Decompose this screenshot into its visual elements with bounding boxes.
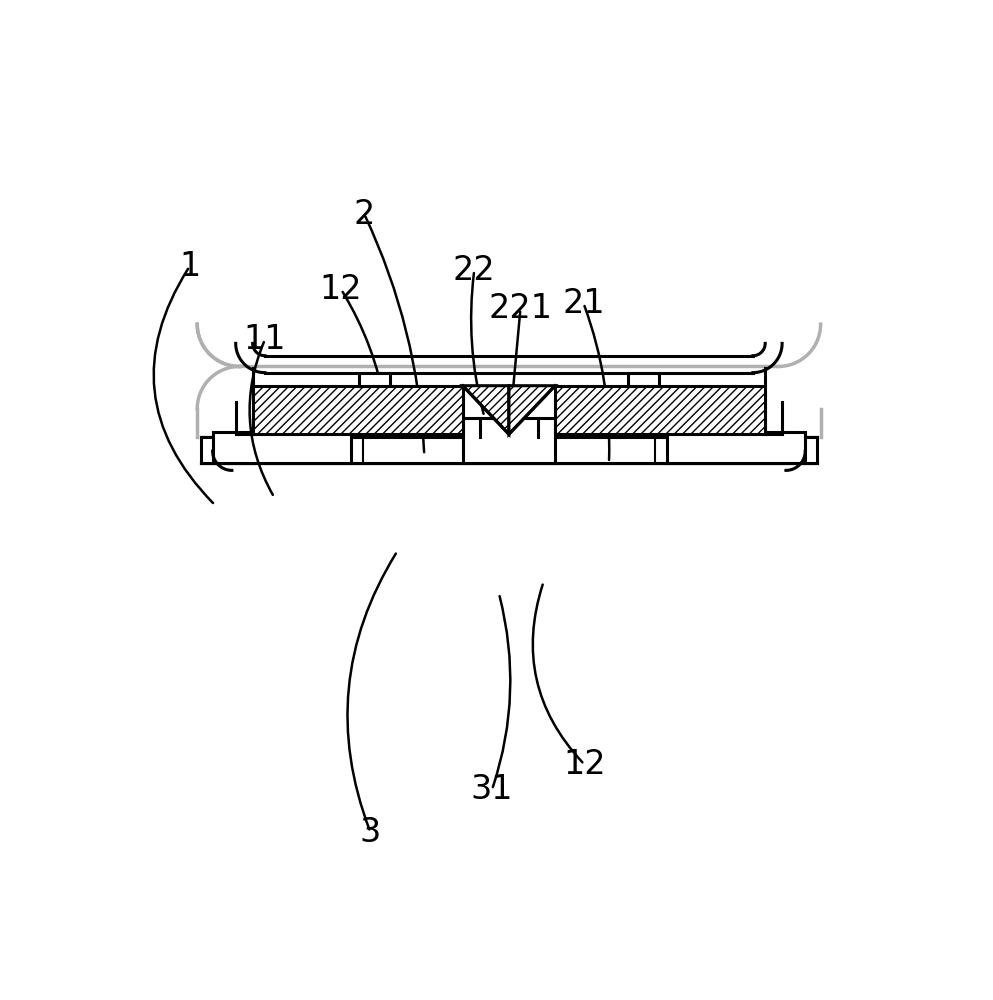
Bar bbox=[666, 432, 805, 463]
Text: 221: 221 bbox=[489, 292, 552, 325]
Bar bbox=[555, 386, 766, 434]
Text: 2: 2 bbox=[354, 198, 375, 231]
Text: 21: 21 bbox=[562, 287, 605, 320]
Text: 12: 12 bbox=[563, 748, 606, 781]
Text: 12: 12 bbox=[320, 273, 362, 306]
Bar bbox=[629, 373, 659, 386]
Bar bbox=[252, 386, 463, 434]
Bar bbox=[201, 437, 816, 463]
Text: 3: 3 bbox=[359, 816, 381, 849]
Text: 31: 31 bbox=[471, 773, 513, 806]
Polygon shape bbox=[509, 386, 555, 434]
Text: 11: 11 bbox=[243, 323, 286, 356]
Polygon shape bbox=[463, 386, 509, 434]
Text: 22: 22 bbox=[453, 254, 496, 287]
Bar bbox=[463, 418, 555, 463]
Bar bbox=[358, 373, 389, 386]
Bar bbox=[213, 432, 352, 463]
Text: 1: 1 bbox=[179, 250, 201, 283]
